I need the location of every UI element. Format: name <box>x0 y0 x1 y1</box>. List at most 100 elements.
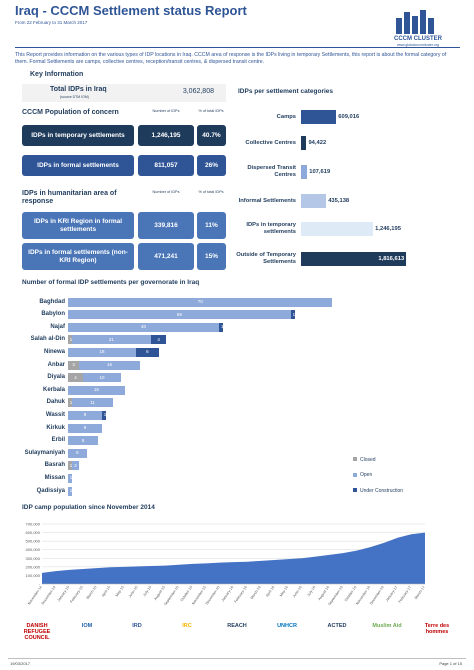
row-percent: 15% <box>197 243 226 270</box>
value-label: 1,246,195 <box>375 225 401 232</box>
category-label: Ninewa <box>43 348 65 355</box>
bar-segment <box>68 385 125 395</box>
bar-segment <box>71 461 80 471</box>
bar-segment <box>68 347 136 357</box>
intro-text: This Report provides information on the … <box>15 52 447 65</box>
x-tick-label: December-16 <box>369 585 385 605</box>
segment-label: 10 <box>99 374 105 380</box>
value-label: 1,816,613 <box>378 255 405 262</box>
x-tick-label: April-15 <box>101 585 111 597</box>
x-tick-label: February-17 <box>398 585 413 603</box>
y-tick-label: 100,000 <box>26 573 41 578</box>
bar-segment <box>68 473 72 483</box>
category-label: Kerbala <box>42 386 65 393</box>
category-label: Dahuk <box>46 399 65 406</box>
x-tick-label: September-16 <box>327 585 343 606</box>
segment-label: 9 <box>83 412 87 418</box>
footer-rule <box>8 658 466 659</box>
row-label: IDPs in temporary settlements <box>22 125 134 146</box>
x-tick-label: January-16 <box>221 585 235 602</box>
legend-label: Under Construction <box>360 487 404 494</box>
column-header: Number of IDPs <box>152 190 180 194</box>
segment-label: 1 <box>292 311 296 317</box>
x-tick-label: January-15 <box>57 585 71 602</box>
cluster-logo-icon <box>396 10 434 34</box>
y-tick-label: 500,000 <box>26 539 41 544</box>
bar-segment <box>83 373 121 383</box>
bar <box>301 222 374 236</box>
category-label: Wassit <box>45 411 65 418</box>
x-tick-label: October-15 <box>180 585 194 602</box>
row-number: 471,241 <box>138 243 194 270</box>
segment-label: 1 <box>103 412 107 418</box>
bar-segment <box>68 461 72 471</box>
bar-segment <box>68 398 72 408</box>
x-tick-label: August-15 <box>153 585 166 601</box>
x-tick-label: February-16 <box>233 585 248 603</box>
x-tick-label: December-15 <box>205 585 221 605</box>
segment-label: 9 <box>83 425 87 430</box>
bar-segment <box>151 335 167 345</box>
partner-logo: ACTED <box>327 623 347 629</box>
bar-segment <box>68 322 220 332</box>
value-label: 107,619 <box>309 168 331 175</box>
x-tick-label: June-15 <box>128 585 139 598</box>
segment-label: 70 <box>197 299 203 304</box>
partner-logo: Muslim Aid <box>372 623 402 629</box>
y-tick-label: 300,000 <box>26 556 41 561</box>
category-label: Baghdad <box>39 298 65 305</box>
segment-label: 15 <box>93 387 99 393</box>
x-tick-label: May-15 <box>115 585 125 597</box>
category-label: Anbar <box>47 361 65 368</box>
bar-segment <box>68 360 80 370</box>
column-header: Number of IDPs <box>152 109 180 113</box>
chart-title: Number of formal IDP settlements per gov… <box>22 279 200 286</box>
partner-logo: IRC <box>182 623 192 629</box>
segment-label: 1 <box>68 463 74 468</box>
segment-label: 59 <box>176 311 182 317</box>
report-subtitle: From 22 February to 31 March 2017 <box>15 20 88 25</box>
category-label: Qadissiya <box>36 487 65 494</box>
segment-label: 1 <box>220 324 224 330</box>
segment-label: 2 <box>74 462 77 468</box>
category-label: Basrah <box>44 462 65 469</box>
row-label: IDPs in formal settlements <box>22 155 134 176</box>
x-tick-label: September-15 <box>163 585 179 606</box>
chart-title: IDPs per settlement categories <box>238 88 334 95</box>
bar-segment <box>68 297 333 307</box>
legend-swatch <box>353 472 357 477</box>
category-label: Camps <box>276 113 296 120</box>
chart-title: IDP camp population since November 2014 <box>22 504 155 511</box>
bar <box>301 165 308 179</box>
category-label: Babylon <box>41 311 65 318</box>
segment-label: 1 <box>68 337 74 342</box>
column-header: % of total IDPs <box>198 190 224 194</box>
bar-segment <box>68 373 84 383</box>
segment-label: 1 <box>68 400 74 405</box>
row-number: 811,057 <box>138 155 194 176</box>
footer-date: 19/03/2017 <box>10 661 31 666</box>
block-heading: IDPs in humanitarian area of response <box>22 190 117 205</box>
y-tick-label: 200,000 <box>26 564 41 569</box>
segment-label: 1 <box>69 488 73 493</box>
bar-segment <box>68 448 87 458</box>
segment-label: 18 <box>99 349 105 355</box>
legend-swatch <box>353 488 357 492</box>
category-label: Collective Centres <box>245 139 296 146</box>
block-heading: CCCM Population of concern <box>22 109 119 116</box>
x-tick-label: June-16 <box>292 585 303 598</box>
partner-logo: Terre des hommes <box>424 623 450 635</box>
value-label: 435,138 <box>328 197 350 204</box>
x-tick-label: August-16 <box>317 585 330 601</box>
row-percent: 26% <box>197 155 226 176</box>
segment-label: 5 <box>76 450 79 456</box>
logo-url: www.globalcccmcluster.org <box>396 43 439 47</box>
x-tick-label: March-17 <box>414 585 426 600</box>
x-tick-label: December-14 <box>41 585 57 605</box>
report-title: Iraq - CCCM Settlement status Report <box>15 3 247 18</box>
x-tick-label: February-15 <box>69 585 84 603</box>
value-label: 609,016 <box>338 113 360 120</box>
bar-segment <box>290 310 295 320</box>
bar-segment <box>68 335 72 345</box>
